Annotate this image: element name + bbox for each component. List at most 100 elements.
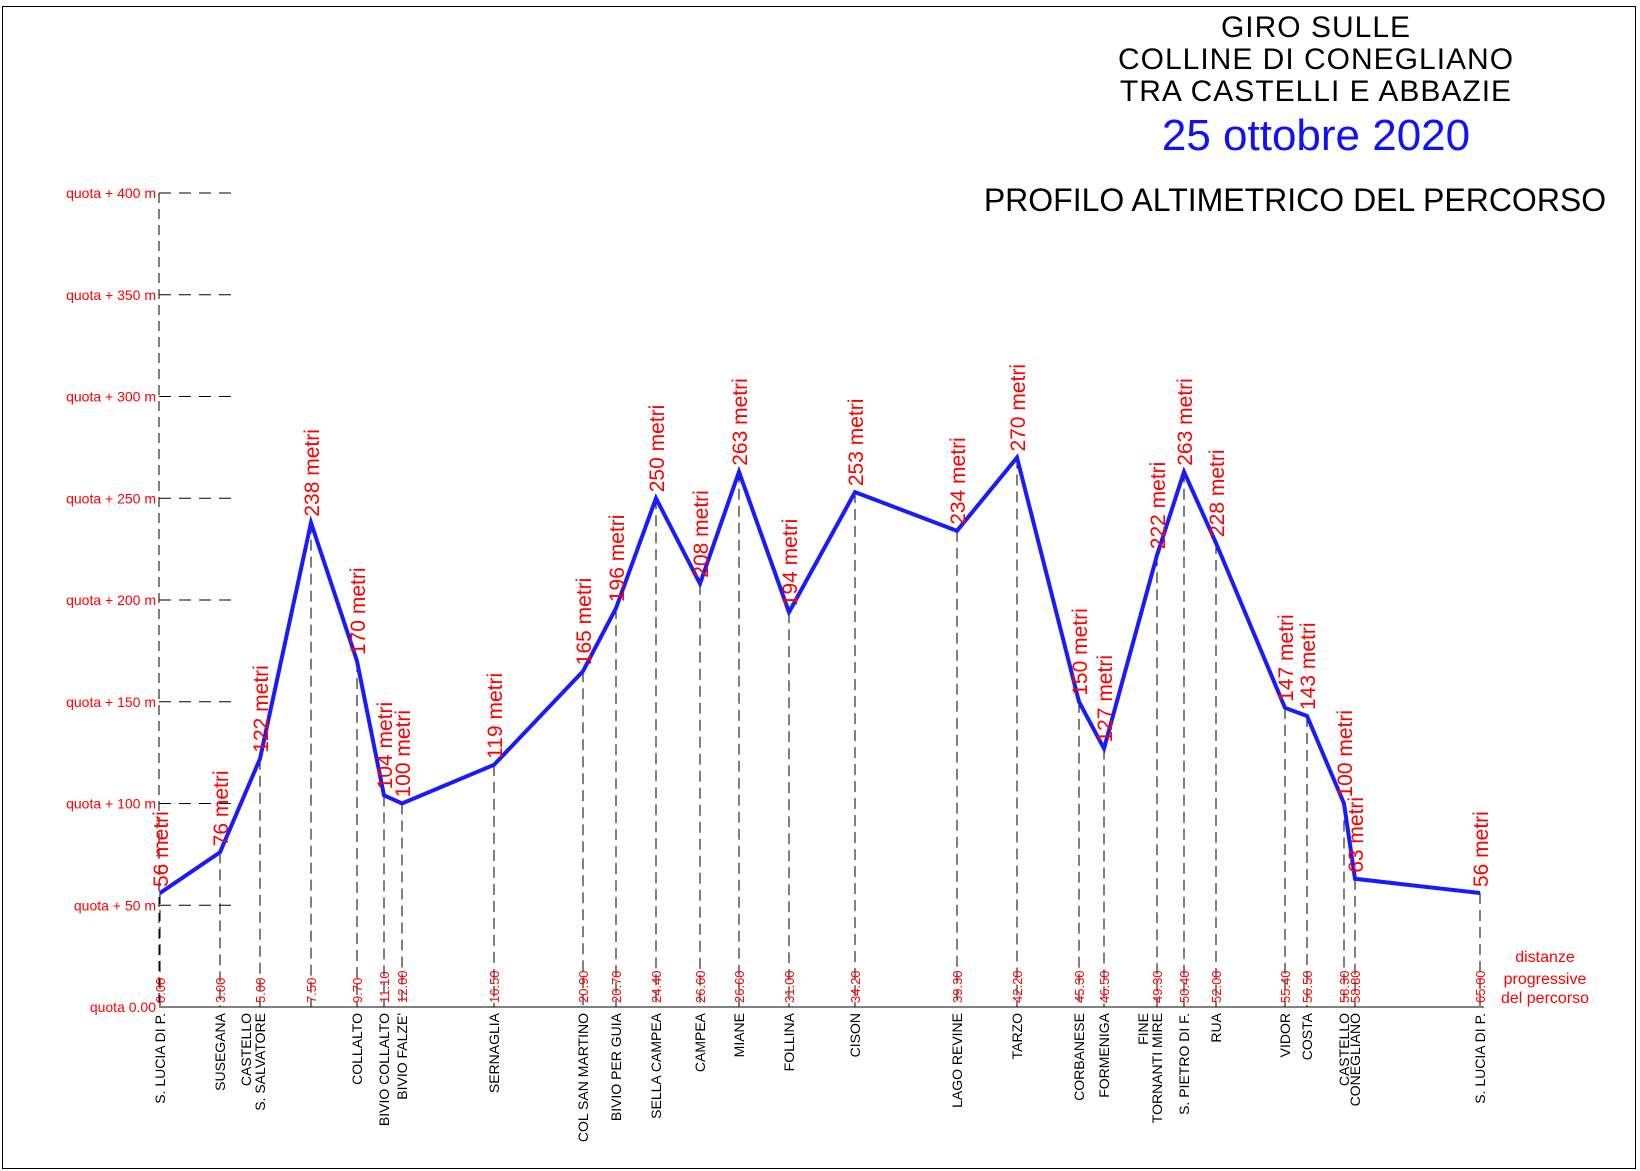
- place-label: S. SALVATORE: [252, 1013, 268, 1111]
- elevation-label: 147 metri: [1275, 614, 1298, 702]
- distance-label: 52.00: [1209, 970, 1224, 1003]
- place-label: CORBANESE: [1071, 1013, 1087, 1101]
- distance-label: 50.40: [1177, 970, 1192, 1003]
- elevation-label: 194 metri: [779, 519, 802, 607]
- place-label: BIVIO PER GUIA: [608, 1012, 624, 1121]
- distance-label: 58.80: [1348, 970, 1363, 1003]
- elevation-label: 270 metri: [1007, 364, 1030, 452]
- place-label: TORNANTI MIRE: [1149, 1013, 1165, 1123]
- distance-label: 26.60: [693, 970, 708, 1003]
- distance-label: 34.20: [848, 970, 863, 1003]
- elevation-label: 56 metri: [1470, 811, 1493, 887]
- chart-frame: [2, 6, 1636, 1169]
- elevation-label: 119 metri: [484, 673, 507, 759]
- place-label: VIDOR: [1277, 1013, 1293, 1057]
- event-date: 25 ottobre 2020: [1161, 111, 1471, 160]
- place-label: TARZO: [1009, 1013, 1025, 1060]
- elevation-label: 150 metri: [1069, 608, 1092, 696]
- distance-label: 46.50: [1097, 970, 1112, 1003]
- distance-label: 20.90: [576, 970, 591, 1003]
- distance-note: distanze progressive del percorso: [1501, 949, 1589, 1007]
- distance-note-line: del percorso: [1501, 990, 1589, 1007]
- distance-label: 31.00: [782, 970, 797, 1003]
- place-label: FORMENIGA: [1096, 1012, 1112, 1097]
- elevation-label: 100 metri: [392, 710, 415, 798]
- elevation-label: 63 metri: [1345, 797, 1368, 873]
- y-axis: quota 0.00 quota + 50 m quota + 100 m quota…: [66, 185, 1484, 1015]
- place-label: CASTELLO: [1336, 1013, 1352, 1086]
- distance-label: 3.00: [213, 978, 228, 1003]
- distance-label: 56.50: [1300, 970, 1315, 1003]
- place-label: MIANE: [731, 1013, 747, 1057]
- elevation-label: 222 metri: [1147, 462, 1170, 550]
- elevation-label: 100 metri: [1334, 710, 1357, 798]
- distance-label: 20.70: [609, 970, 624, 1003]
- y-tick-label: quota + 300 m: [66, 389, 156, 405]
- distance-note-line: progressive: [1504, 971, 1587, 988]
- y-tick-label: quota + 50 m: [74, 897, 156, 913]
- distance-label: 9.70: [350, 978, 365, 1003]
- distance-label: 49.30: [1150, 970, 1165, 1003]
- elevation-label: 228 metri: [1206, 449, 1229, 537]
- place-label: COL SAN MARTINO: [575, 1013, 591, 1142]
- place-label: LAGO REVINE: [949, 1013, 965, 1108]
- distance-label: 26.60: [732, 970, 747, 1003]
- place-label: BIVIO FALZE': [394, 1013, 410, 1100]
- y-tick-label: quota + 400 m: [66, 185, 156, 201]
- place-label: SELLA CAMPEA: [648, 1012, 664, 1118]
- distance-label: 11.10: [377, 971, 392, 1003]
- distance-label: 16.50: [487, 970, 502, 1003]
- y-tick-label: quota + 250 m: [66, 490, 156, 506]
- place-label: BIVIO COLLALTO: [376, 1013, 392, 1126]
- elevation-label: 76 metri: [210, 770, 233, 846]
- distance-label: 12.00: [395, 970, 410, 1003]
- profile-layer: [158, 453, 1481, 896]
- place-label: CONEGLIANO: [1347, 1013, 1363, 1106]
- distance-label: 0.00: [153, 978, 168, 1003]
- place-label: FINE: [1135, 1013, 1151, 1045]
- place-label: CISON: [847, 1013, 863, 1057]
- distance-label: 5.00: [253, 978, 268, 1003]
- elevation-profile-line: [158, 453, 1481, 896]
- distance-note-line: distanze: [1515, 949, 1575, 966]
- elevation-label: 56 metri: [150, 811, 173, 887]
- y-tick-label: quota + 350 m: [66, 287, 156, 303]
- distance-label: 45.30: [1072, 970, 1087, 1003]
- distance-label: 58.30: [1337, 970, 1352, 1003]
- y-tick-label: quota 0.00: [90, 999, 156, 1015]
- y-tick-label: quota + 150 m: [66, 694, 156, 710]
- elevation-label: 165 metri: [573, 578, 596, 666]
- elevation-label: 250 metri: [646, 405, 669, 493]
- title-line-3: TRA CASTELLI E ABBAZIE: [1119, 75, 1513, 108]
- place-label: COLLALTO: [349, 1013, 365, 1085]
- station-guides: [159, 457, 1481, 1007]
- chart-subtitle: PROFILO ALTIMETRICO DEL PERCORSO: [983, 182, 1607, 218]
- distance-label: 7.50: [304, 978, 319, 1003]
- elevation-label: 234 metri: [947, 437, 970, 525]
- elevation-label: 122 metri: [250, 665, 273, 753]
- elevation-label: 143 metri: [1297, 622, 1320, 710]
- elevation-label: 238 metri: [301, 429, 324, 517]
- place-label: CASTELLO: [238, 1013, 254, 1086]
- place-label: S. LUCIA DI P.: [1472, 1013, 1488, 1104]
- title-line-1: GIRO SULLE: [1220, 11, 1412, 44]
- elevation-label: 263 metri: [729, 378, 752, 466]
- place-label: SERNAGLIA: [486, 1012, 502, 1093]
- elevation-label: 253 metri: [845, 399, 868, 487]
- elevation-label: 263 metri: [1174, 378, 1197, 466]
- labels-layer: 0.00 56 metri S. LUCIA DI P. 3.00 76 metri SU…: [150, 364, 1493, 1142]
- y-tick-label: quota + 200 m: [66, 592, 156, 608]
- place-label: SUSEGANA: [212, 1012, 228, 1090]
- distance-label: 24.40: [649, 970, 664, 1003]
- distance-label: 42.20: [1010, 970, 1025, 1003]
- place-label: COSTA: [1299, 1012, 1315, 1060]
- place-label: FOLLINA: [781, 1012, 797, 1071]
- place-label: RUA: [1208, 1012, 1224, 1042]
- place-label: S. LUCIA DI P.: [152, 1013, 168, 1104]
- elevation-label: 208 metri: [690, 490, 713, 578]
- title-line-2: COLLINE DI CONEGLIANO: [1117, 43, 1515, 76]
- y-tick-label: quota + 100 m: [66, 796, 156, 812]
- distance-label: 39.30: [950, 970, 965, 1003]
- elevation-label: 127 metri: [1094, 655, 1117, 743]
